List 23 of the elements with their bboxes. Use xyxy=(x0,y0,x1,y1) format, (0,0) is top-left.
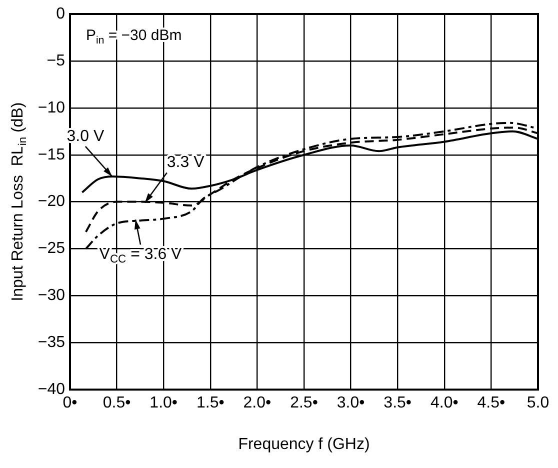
y-tick-label: −20 xyxy=(38,193,66,210)
y-tick-label: −35 xyxy=(38,334,66,352)
y-tick-label: −25 xyxy=(38,240,66,258)
x-tick-label: 0• xyxy=(62,394,78,412)
x-tick-label: 1.0• xyxy=(150,394,178,412)
x-tick-label: 4.5• xyxy=(477,394,506,412)
y-axis-title: Input Return Loss RLin (dB) xyxy=(9,102,29,302)
y-tick-label: −15 xyxy=(38,146,66,164)
annotation: 3.3 V xyxy=(166,154,205,172)
y-tick-label: 0 xyxy=(56,5,66,22)
x-tick-label: 3.5• xyxy=(384,394,412,412)
x-tick-label: 0.5• xyxy=(102,394,131,412)
x-tick-label: 1.5• xyxy=(196,394,224,412)
y-tick-label: −5 xyxy=(46,52,66,70)
x-tick-label: 2.5• xyxy=(290,394,318,412)
x-tick-label: 3.0• xyxy=(336,394,365,412)
y-tick-label: −10 xyxy=(38,99,66,116)
y-tick-label: −30 xyxy=(38,287,66,304)
x-tick-label: 4.0• xyxy=(430,394,458,412)
x-tick-label: 5.0 xyxy=(526,394,550,412)
x-axis-title: Frequency f (GHz) xyxy=(238,436,370,453)
x-tick-label: 2.0• xyxy=(243,394,272,412)
y-tick-label: −40 xyxy=(38,381,66,398)
